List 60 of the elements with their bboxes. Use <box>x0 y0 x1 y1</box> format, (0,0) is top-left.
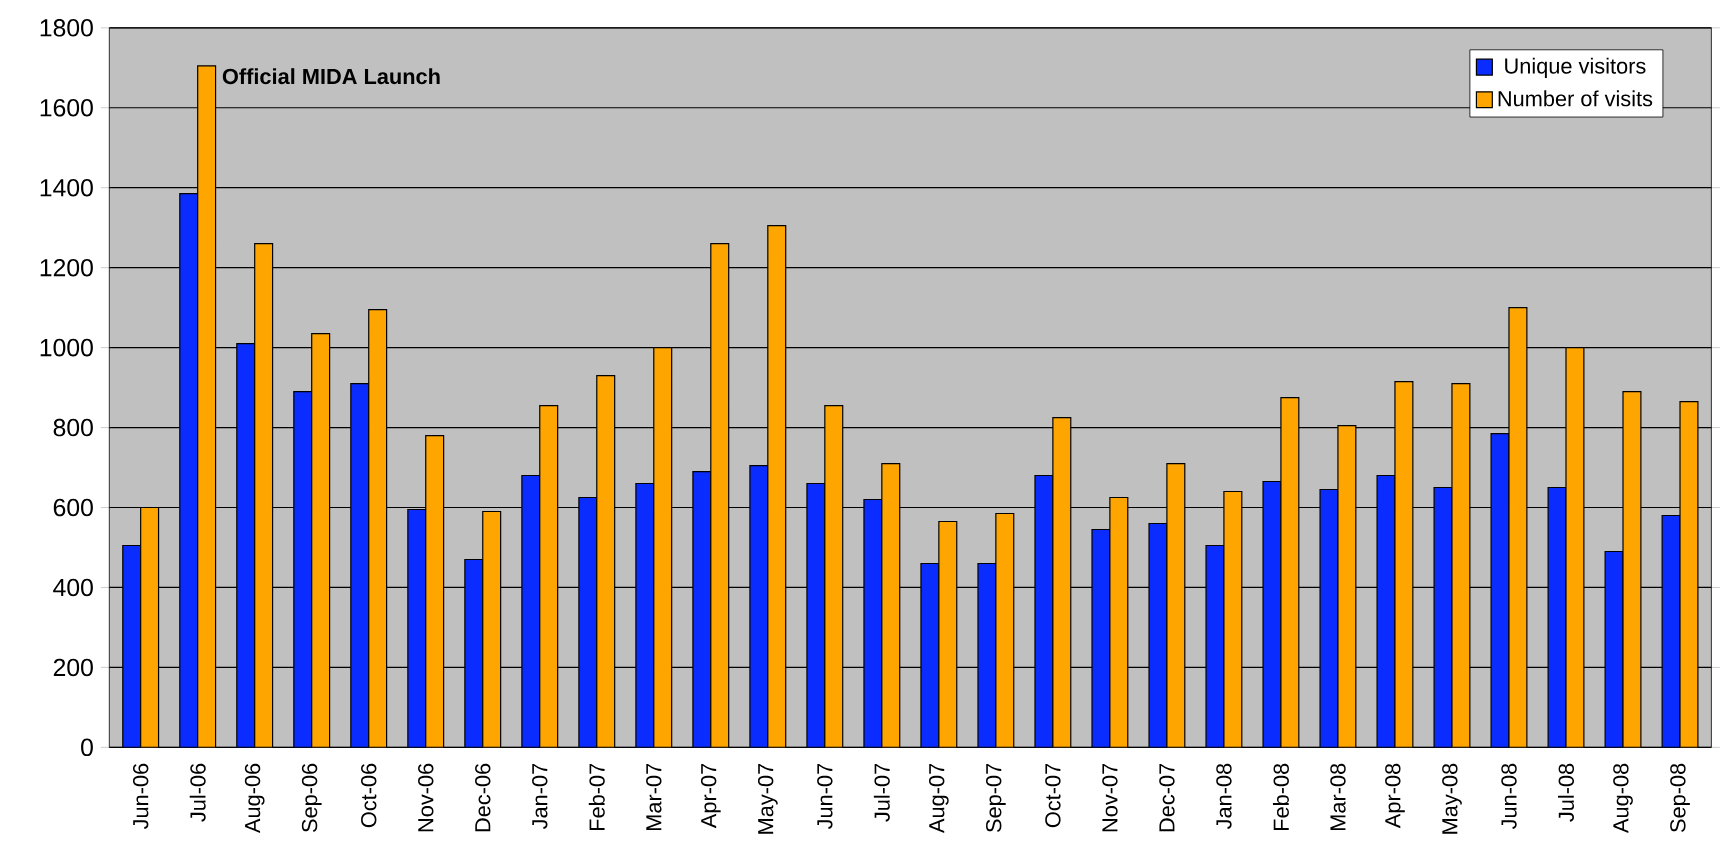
x-tick-label: Jun-08 <box>1501 763 1517 830</box>
y-tick-label: 1000 <box>40 339 93 357</box>
x-tick-label: Dec-07 <box>1159 764 1175 832</box>
y-tick-label: 600 <box>53 498 93 517</box>
x-tick-label: Aug-06 <box>244 763 265 834</box>
y-tick-label: 1200 <box>40 259 93 277</box>
x-tick-label: Jan-07 <box>532 764 548 830</box>
x-tick-label: Dec-06 <box>475 763 491 832</box>
x-tick-label: Jul-08 <box>1558 763 1574 822</box>
y-tick-label: 0 <box>81 738 93 757</box>
x-tick-label: Mar-08 <box>1330 763 1346 831</box>
x-tick-label: Aug-07 <box>929 764 949 834</box>
bar <box>482 511 502 748</box>
bar <box>596 375 616 748</box>
bar <box>539 405 559 748</box>
x-tick-label: May-08 <box>1442 763 1462 834</box>
x-tick-label: Oct-07 <box>1045 764 1061 828</box>
y-tick-label: 800 <box>53 418 93 437</box>
bar <box>425 435 445 748</box>
x-tick-label: Sep-06 <box>301 763 322 833</box>
bar <box>197 65 217 748</box>
x-tick-label: Nov-06 <box>418 763 434 832</box>
bar <box>254 243 274 748</box>
x-tick-label: Jul-07 <box>873 764 890 822</box>
x-tick-label: Jun-07 <box>817 764 833 830</box>
legend-label: Unique visitors <box>1505 57 1646 79</box>
bar <box>293 391 313 748</box>
x-tick-label: Aug-08 <box>1613 763 1633 834</box>
bar <box>824 405 844 748</box>
x-tick-label: Feb-07 <box>588 764 605 831</box>
bar <box>140 507 160 748</box>
bar <box>767 225 787 748</box>
y-tick-label: 1400 <box>40 179 93 197</box>
x-tick-label: Oct-06 <box>361 763 377 828</box>
x-tick-label: Apr-07 <box>700 764 721 829</box>
x-tick-label: Apr-08 <box>1385 763 1405 829</box>
bar <box>179 193 199 748</box>
bar <box>710 243 730 748</box>
legend-label: Number of visits <box>1498 90 1653 107</box>
x-tick-label: Nov-07 <box>1102 764 1118 832</box>
bar <box>122 545 142 748</box>
bar <box>653 347 673 748</box>
y-tick-label: 1800 <box>40 19 93 37</box>
annotation: Official MIDA Launch <box>222 68 440 85</box>
x-tick-label: Feb-08 <box>1272 763 1289 831</box>
x-tick-label: Sep-08 <box>1670 763 1690 833</box>
bar <box>311 333 331 748</box>
bar <box>881 463 901 748</box>
bar <box>350 383 370 748</box>
bar <box>236 343 256 748</box>
x-tick-label: May-07 <box>757 764 778 834</box>
x-tick-label: Mar-07 <box>646 764 662 831</box>
x-tick-label: Sep-07 <box>986 764 1006 833</box>
y-tick-label: 200 <box>53 658 93 677</box>
x-tick-label: Jun-06 <box>132 763 149 830</box>
y-tick-label: 400 <box>53 578 93 597</box>
y-tick-label: 1600 <box>40 99 93 117</box>
x-tick-label: Jan-08 <box>1216 763 1232 830</box>
bar <box>368 309 388 748</box>
x-tick-label: Jul-06 <box>189 763 206 822</box>
